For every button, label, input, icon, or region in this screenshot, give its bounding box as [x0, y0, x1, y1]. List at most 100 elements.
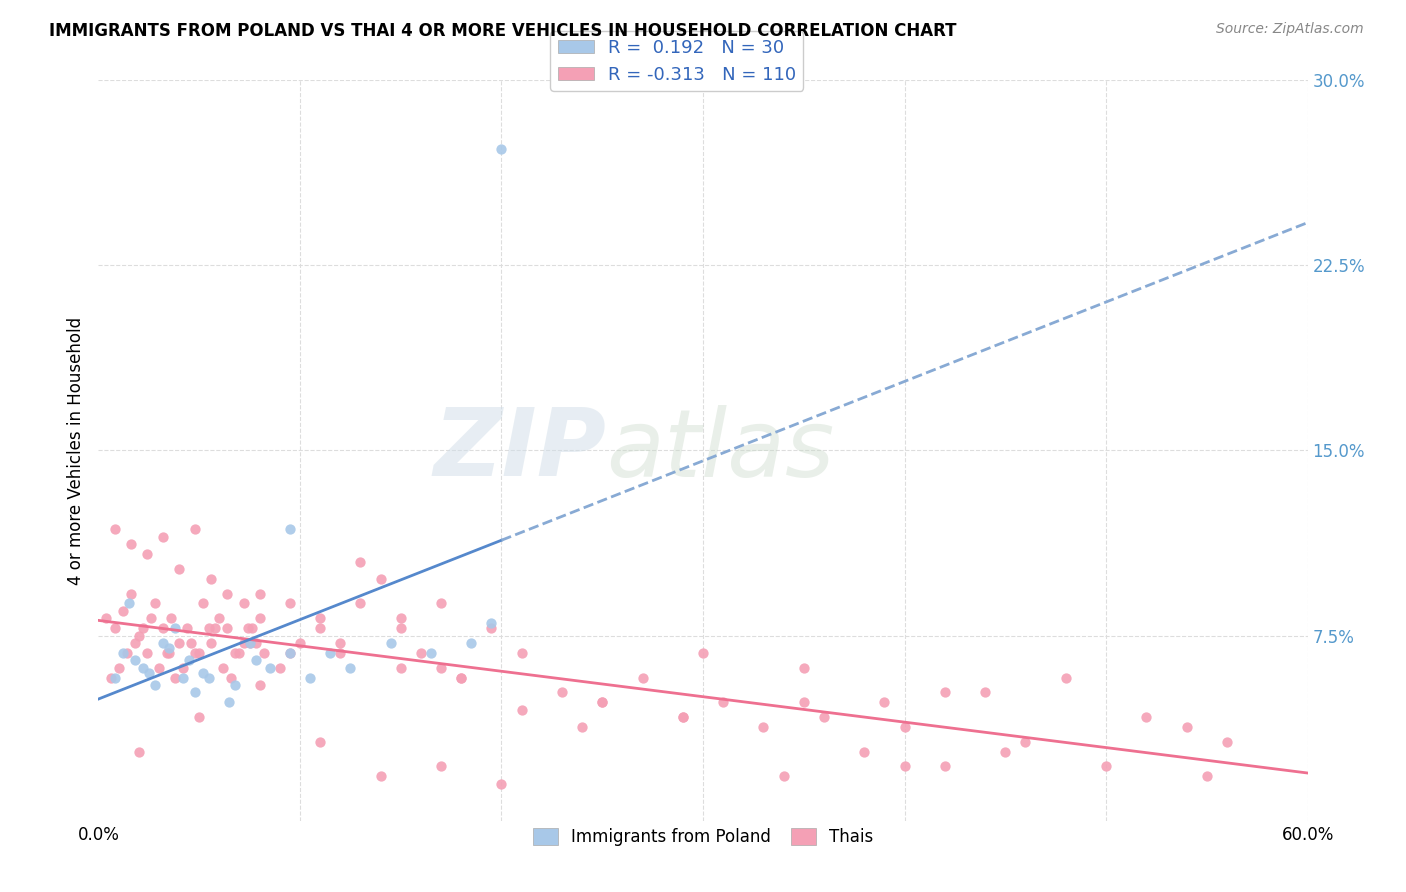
Point: [380, 636, 402, 650]
Point: [481, 621, 503, 635]
Point: [143, 678, 166, 692]
Point: [934, 685, 956, 699]
Text: atlas: atlas: [606, 405, 835, 496]
Point: [253, 646, 276, 660]
Point: [152, 530, 174, 544]
Point: [1135, 710, 1157, 724]
Point: [138, 665, 160, 680]
Point: [370, 769, 392, 783]
Point: [491, 142, 513, 156]
Point: [217, 586, 239, 600]
Point: [184, 685, 207, 699]
Point: [157, 640, 180, 655]
Point: [460, 636, 482, 650]
Point: [278, 597, 301, 611]
Point: [124, 636, 146, 650]
Point: [1014, 734, 1036, 748]
Point: [239, 636, 262, 650]
Point: [167, 562, 190, 576]
Point: [672, 710, 695, 724]
Point: [813, 710, 835, 724]
Point: [184, 646, 207, 660]
Point: [103, 671, 125, 685]
Point: [430, 759, 453, 773]
Point: [551, 685, 574, 699]
Point: [184, 523, 207, 537]
Point: [249, 678, 271, 692]
Point: [135, 547, 157, 561]
Point: [278, 646, 301, 660]
Point: [200, 572, 222, 586]
Point: [288, 636, 311, 650]
Point: [152, 621, 174, 635]
Point: [217, 621, 239, 635]
Point: [148, 660, 170, 674]
Point: [124, 653, 146, 667]
Point: [510, 646, 533, 660]
Point: [329, 646, 352, 660]
Point: [128, 628, 150, 642]
Point: [132, 660, 155, 674]
Point: [103, 621, 125, 635]
Point: [172, 660, 194, 674]
Point: [309, 611, 332, 625]
Point: [240, 621, 263, 635]
Point: [893, 720, 915, 734]
Point: [232, 636, 254, 650]
Point: [853, 745, 876, 759]
Point: [143, 597, 166, 611]
Point: [772, 769, 794, 783]
Point: [120, 537, 142, 551]
Point: [299, 671, 322, 685]
Point: [752, 720, 775, 734]
Point: [135, 646, 157, 660]
Point: [132, 621, 155, 635]
Point: [450, 671, 472, 685]
Point: [510, 703, 533, 717]
Point: [160, 611, 183, 625]
Text: Source: ZipAtlas.com: Source: ZipAtlas.com: [1216, 22, 1364, 37]
Point: [873, 695, 896, 709]
Legend: Immigrants from Poland, Thais: Immigrants from Poland, Thais: [526, 822, 880, 853]
Point: [111, 604, 134, 618]
Point: [157, 646, 180, 660]
Point: [450, 671, 472, 685]
Point: [249, 611, 271, 625]
Text: IMMIGRANTS FROM POLAND VS THAI 4 OR MORE VEHICLES IN HOUSEHOLD CORRELATION CHART: IMMIGRANTS FROM POLAND VS THAI 4 OR MORE…: [49, 22, 956, 40]
Point: [269, 660, 291, 674]
Point: [163, 671, 186, 685]
Point: [934, 759, 956, 773]
Point: [793, 660, 815, 674]
Point: [208, 611, 231, 625]
Point: [430, 660, 453, 674]
Point: [329, 636, 352, 650]
Point: [115, 646, 138, 660]
Point: [245, 636, 267, 650]
Point: [176, 621, 198, 635]
Point: [309, 621, 332, 635]
Point: [409, 646, 432, 660]
Point: [232, 597, 254, 611]
Point: [193, 597, 215, 611]
Point: [198, 621, 221, 635]
Point: [156, 646, 179, 660]
Point: [389, 660, 412, 674]
Y-axis label: 4 or more Vehicles in Household: 4 or more Vehicles in Household: [66, 317, 84, 584]
Point: [193, 665, 215, 680]
Point: [198, 671, 221, 685]
Point: [107, 660, 129, 674]
Point: [349, 555, 371, 569]
Point: [591, 695, 613, 709]
Point: [672, 710, 695, 724]
Point: [218, 695, 240, 709]
Point: [1054, 671, 1077, 685]
Point: [188, 646, 211, 660]
Point: [389, 611, 412, 625]
Point: [139, 611, 162, 625]
Point: [711, 695, 734, 709]
Point: [204, 621, 226, 635]
Point: [224, 678, 246, 692]
Point: [120, 586, 142, 600]
Point: [212, 660, 235, 674]
Point: [309, 734, 332, 748]
